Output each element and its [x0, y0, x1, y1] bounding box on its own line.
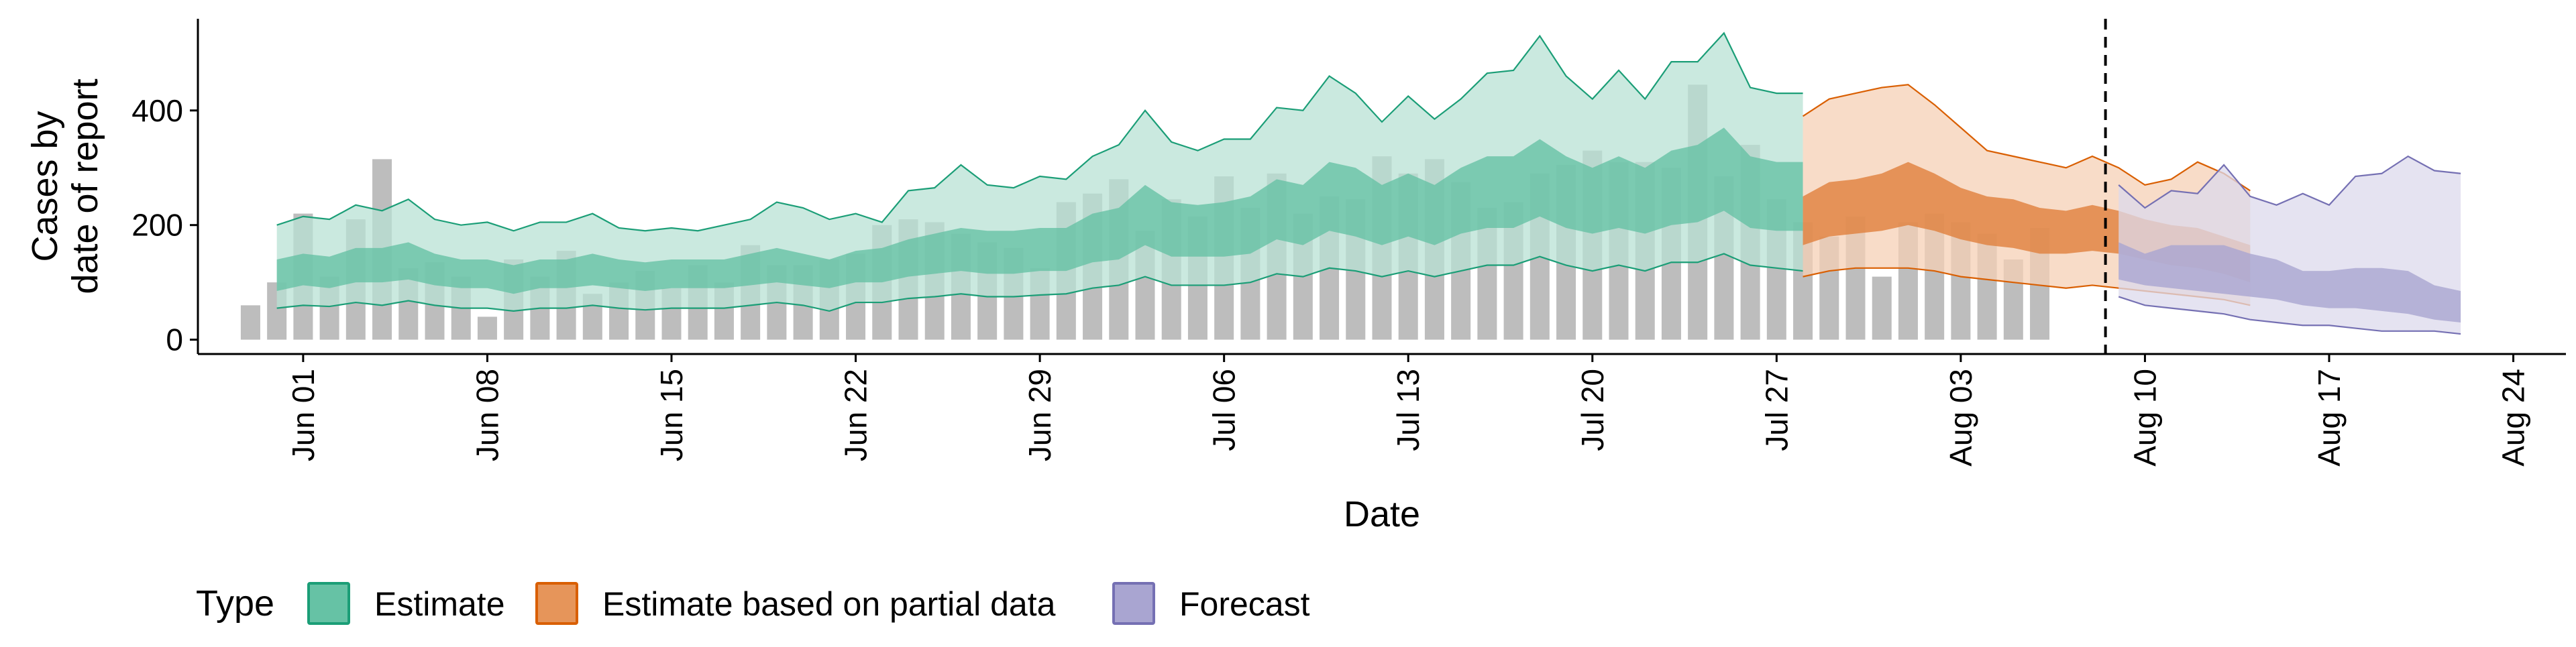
- legend-swatch: [307, 582, 350, 625]
- legend: Type Estimate Estimate based on partial da…: [196, 582, 1310, 625]
- y-axis-title-line: date of report: [65, 78, 105, 294]
- legend-swatch: [535, 582, 578, 625]
- series-forecast: [2118, 155, 2461, 335]
- x-tick-label: Jun 01: [286, 369, 321, 461]
- legend-label: Estimate based on partial data: [602, 585, 1056, 623]
- y-axis-title: Cases bydate of report: [25, 78, 105, 294]
- ribbon-50-estimate: [276, 127, 1803, 294]
- x-tick-label: Aug 03: [1943, 369, 1978, 467]
- series-estimate: [276, 32, 1803, 312]
- axis-layer: 0 200 400 Jun 01 Jun 08 Jun 15 Jun 22 Jun 29 Jul…: [25, 19, 2566, 534]
- ribbon-90-estimate: [276, 33, 1803, 311]
- x-tick-label: Jun 15: [654, 369, 689, 461]
- x-tick-label: Aug 24: [2496, 369, 2531, 467]
- legend-label: Estimate: [374, 585, 505, 623]
- y-axis-title-line: Cases by: [25, 111, 65, 261]
- lower-bound-line-estimate: [276, 253, 1803, 312]
- reported-cases-bar: [477, 316, 497, 340]
- legend-title: Type: [196, 583, 274, 624]
- reported-cases-bar: [240, 305, 260, 340]
- x-tick-label: Aug 17: [2312, 369, 2347, 467]
- legend-label: Forecast: [1179, 585, 1310, 623]
- x-tick-label: Jun 29: [1022, 369, 1057, 461]
- x-axis-title: Date: [1344, 494, 1420, 534]
- x-tick-label: Jul 06: [1207, 369, 1242, 451]
- upper-bound-line-forecast: [2118, 155, 2461, 209]
- y-tick-label: 200: [131, 208, 183, 243]
- ribbon-50-forecast: [2118, 242, 2461, 322]
- upper-bound-line-estimate: [276, 32, 1803, 232]
- x-tick-label: Jun 08: [470, 369, 504, 461]
- y-tick-label: 400: [131, 93, 183, 128]
- y-tick-label: 0: [166, 322, 183, 357]
- x-tick-label: Jul 20: [1575, 369, 1610, 451]
- upper-bound-line-estimate-based-on-partial-data: [1802, 84, 2251, 192]
- x-tick-label: Aug 10: [2127, 369, 2162, 467]
- x-tick-label: Jul 13: [1391, 369, 1426, 451]
- reported-cases-bar: [1872, 276, 1892, 340]
- x-tick-label: Jul 27: [1759, 369, 1794, 451]
- legend-swatch: [1112, 582, 1155, 625]
- series-layer: [276, 32, 2461, 335]
- lower-bound-line-forecast: [2118, 296, 2461, 335]
- x-tick-label: Jun 22: [839, 369, 873, 461]
